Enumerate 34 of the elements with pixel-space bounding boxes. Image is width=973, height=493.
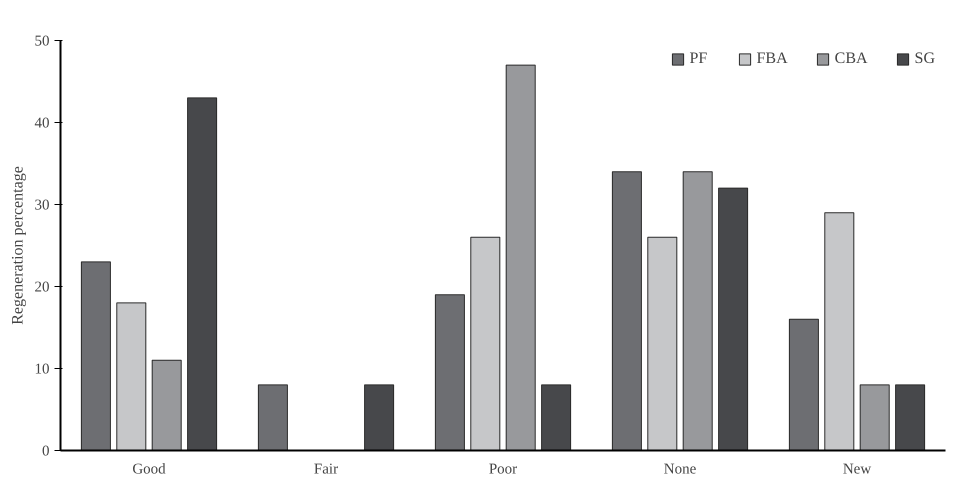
y-tick-label: 30 [34,198,50,214]
bar [788,318,819,450]
x-tick-label: None [664,462,697,478]
bar [470,236,500,450]
x-tick-label: Poor [488,462,518,478]
bar [541,384,572,450]
y-tick-label: 0 [42,444,50,460]
bar [364,384,394,450]
legend-label: FBA [756,50,788,68]
legend-label: PF [690,50,708,68]
bar [187,97,218,450]
bar [612,171,642,450]
bar [434,294,465,450]
bar [647,236,678,450]
bar [116,302,146,450]
y-tick-label: 10 [34,362,50,378]
y-tick-label: 50 [34,34,50,50]
x-tick-label: Good [132,462,166,478]
y-tick-label: 20 [34,280,50,296]
x-tick-label: Fair [314,462,338,478]
y-axis-title: Regeneration percentage [10,166,26,325]
bar [824,212,854,450]
bar [860,384,890,450]
legend-label: SG [914,50,935,68]
bar [895,384,926,450]
bar [682,171,713,450]
bar [506,64,536,450]
bar [718,188,748,450]
legend-label: CBA [834,50,868,68]
bar [80,261,111,450]
y-tick-label: 40 [34,116,50,132]
x-tick-label: New [842,462,872,478]
bar [152,360,182,450]
bar [258,384,288,450]
